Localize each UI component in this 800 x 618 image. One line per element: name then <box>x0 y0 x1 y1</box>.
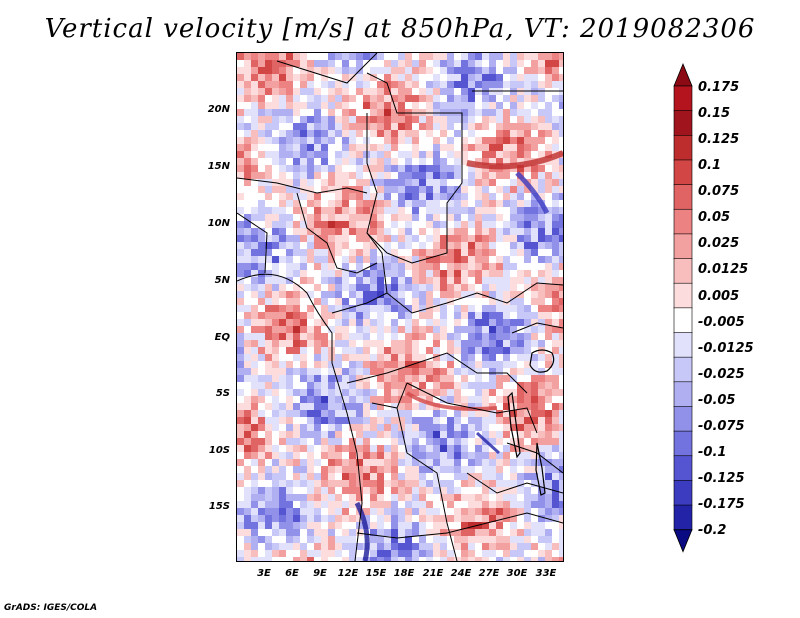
lon-label-27e: 27E <box>478 568 500 579</box>
cbar-label-5: 0.05 <box>698 210 731 225</box>
lake-outline <box>507 391 521 459</box>
field-streak <box>466 150 563 170</box>
colorbar-segment <box>673 455 693 482</box>
field-streak <box>515 171 550 215</box>
colorbar-segment <box>673 430 693 457</box>
cbar-label-7: 0.0125 <box>698 262 749 277</box>
country-border <box>366 232 563 314</box>
colorbar-segment <box>673 85 693 112</box>
map-title: Vertical velocity [m/s] at 850hPa, VT: 2… <box>44 14 756 44</box>
country-border <box>346 352 528 394</box>
lat-label-15s: 15S <box>208 501 230 512</box>
cbar-label-3: 0.1 <box>698 158 722 173</box>
cbar-label-8: 0.005 <box>698 289 740 304</box>
lon-label-18e: 18E <box>393 568 415 579</box>
country-border <box>356 512 563 539</box>
colorbar-segment <box>673 381 693 408</box>
lon-label-30e: 30E <box>506 568 528 579</box>
lake-outline <box>535 442 546 496</box>
lat-label-15n: 15N <box>207 161 230 172</box>
colorbar-segment <box>673 233 693 260</box>
field-streak <box>405 391 498 411</box>
lat-label-20n: 20N <box>207 104 230 115</box>
colorbar-top-arrow <box>673 62 693 87</box>
country-border <box>296 192 378 274</box>
colorbar-segment <box>673 307 693 334</box>
cbar-label-11: -0.025 <box>698 367 745 382</box>
lon-label-33e: 33E <box>535 568 557 579</box>
lon-label-9e: 9E <box>313 568 327 579</box>
velocity-field <box>237 53 563 561</box>
vertical-velocity-map <box>236 52 564 562</box>
colorbar-segment <box>673 406 693 432</box>
lon-label-6e: 6E <box>285 568 299 579</box>
cbar-label-14: -0.1 <box>698 445 727 460</box>
cbar-label-1: 0.15 <box>698 106 731 121</box>
lat-label-eq: EQ <box>214 332 230 343</box>
lon-label-24e: 24E <box>450 568 472 579</box>
cbar-label-17: -0.2 <box>698 523 727 538</box>
lon-label-3e: 3E <box>257 568 271 579</box>
lat-label-10s: 10S <box>208 445 230 456</box>
country-border <box>406 382 538 434</box>
cbar-label-13: -0.075 <box>698 419 745 434</box>
colorbar-segment <box>673 159 693 186</box>
lon-label-21e: 21E <box>422 568 444 579</box>
cbar-label-2: 0.125 <box>698 132 740 147</box>
colorbar-segment <box>673 332 693 358</box>
country-border <box>511 322 563 334</box>
colorbar-segment <box>673 480 693 506</box>
colorbar-segment <box>673 282 693 309</box>
colorbar-bottom-arrow <box>673 529 693 553</box>
country-border <box>237 177 368 194</box>
lat-label-5n: 5N <box>214 275 230 286</box>
colorbar-segment <box>673 258 693 285</box>
colorbar-segment <box>673 184 693 211</box>
cbar-label-6: 0.025 <box>698 236 740 251</box>
lon-label-15e: 15E <box>365 568 387 579</box>
lat-label-10n: 10N <box>207 218 230 229</box>
cbar-label-15: -0.125 <box>698 471 745 486</box>
grads-credit: GrADS: IGES/COLA <box>4 603 98 613</box>
country-border <box>276 53 378 84</box>
colorbar-segment <box>673 208 693 235</box>
country-border <box>396 407 458 561</box>
cbar-label-4: 0.075 <box>698 184 740 199</box>
colorbar-segment <box>673 110 693 137</box>
field-streak <box>354 501 370 561</box>
colorbar-segment <box>673 356 693 383</box>
colorbar-segment <box>673 135 693 161</box>
lake-outline <box>529 349 555 373</box>
country-border <box>237 273 363 561</box>
cbar-label-9: -0.005 <box>698 315 745 330</box>
cbar-label-12: -0.05 <box>698 393 736 408</box>
country-border <box>237 212 268 274</box>
colorbar-segment <box>673 504 693 531</box>
colorbar <box>673 62 693 553</box>
country-border <box>331 292 388 314</box>
cbar-label-0: 0.175 <box>698 80 740 95</box>
field-streak <box>475 431 501 455</box>
country-border <box>366 72 463 264</box>
cbar-label-16: -0.175 <box>698 497 745 512</box>
lat-label-5s: 5S <box>215 388 230 399</box>
lon-label-12e: 12E <box>337 568 359 579</box>
cbar-label-10: -0.0125 <box>698 341 754 356</box>
